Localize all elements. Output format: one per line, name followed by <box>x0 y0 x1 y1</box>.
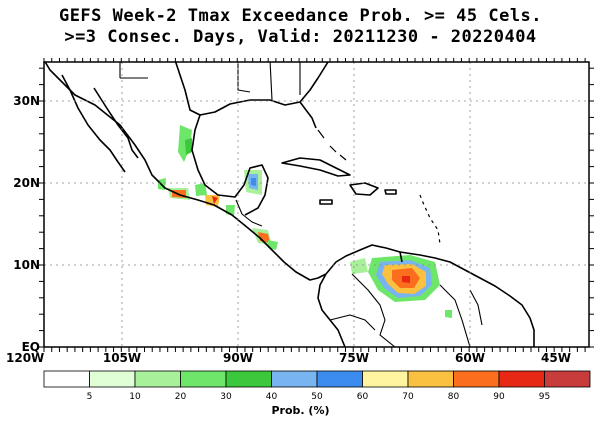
lat-label-eq: EQ <box>22 340 40 354</box>
coastlines <box>44 62 535 347</box>
colorbar-unit-label: Prob. (%) <box>271 404 330 417</box>
colorbar-threshold-label: 70 <box>402 392 414 402</box>
colorbar-threshold-label: 95 <box>539 392 550 402</box>
axis-ticks <box>39 58 594 352</box>
colorbar-swatch <box>544 370 591 388</box>
lon-label-90w: 90W <box>223 351 253 365</box>
colorbar-swatch <box>407 370 454 388</box>
colorbar-swatch <box>498 370 545 388</box>
lon-label-105w: 105W <box>103 351 141 365</box>
colorbar-swatch <box>271 370 318 388</box>
colorbar-swatch <box>225 370 272 388</box>
colorbar-threshold-label: 40 <box>266 392 278 402</box>
map-background <box>44 62 589 347</box>
colorbar: 5 10 20 30 40 50 60 70 80 90 95 <box>43 370 591 402</box>
colorbar-threshold-label: 30 <box>220 392 232 402</box>
colorbar-swatch <box>316 370 363 388</box>
colorbar-threshold-label: 10 <box>129 392 141 402</box>
colorbar-swatch <box>453 370 500 388</box>
colorbar-threshold-label: 60 <box>357 392 369 402</box>
map-title-line2: >=3 Consec. Days, Valid: 20211230 - 2022… <box>64 27 537 47</box>
lon-label-75w: 75W <box>339 351 369 365</box>
colorbar-swatch <box>362 370 409 388</box>
lat-label-10n: 10N <box>13 258 40 272</box>
lat-label-20n: 20N <box>13 176 40 190</box>
lon-label-45w: 45W <box>541 351 571 365</box>
map-frame <box>43 61 590 348</box>
colorbar-swatch <box>89 370 136 388</box>
colorbar-threshold-label: 50 <box>311 392 323 402</box>
colorbar-threshold-label: 5 <box>87 392 93 402</box>
map-title-line1: GEFS Week-2 Tmax Exceedance Prob. >= 45 … <box>58 6 543 26</box>
colorbar-threshold-label: 20 <box>175 392 187 402</box>
lat-label-30n: 30N <box>13 94 40 108</box>
latitude-labels: 30N 20N 10N EQ <box>13 94 40 354</box>
graticule <box>44 62 589 347</box>
longitude-labels: 120W 105W 90W 75W 60W 45W <box>6 351 571 365</box>
lon-label-120w: 120W <box>6 351 44 365</box>
lon-label-60w: 60W <box>455 351 485 365</box>
colorbar-swatch <box>43 370 90 388</box>
colorbar-threshold-label: 80 <box>448 392 460 402</box>
probability-shading <box>158 125 452 318</box>
colorbar-threshold-label: 90 <box>493 392 505 402</box>
colorbar-swatch <box>180 370 227 388</box>
colorbar-swatch <box>134 370 181 388</box>
